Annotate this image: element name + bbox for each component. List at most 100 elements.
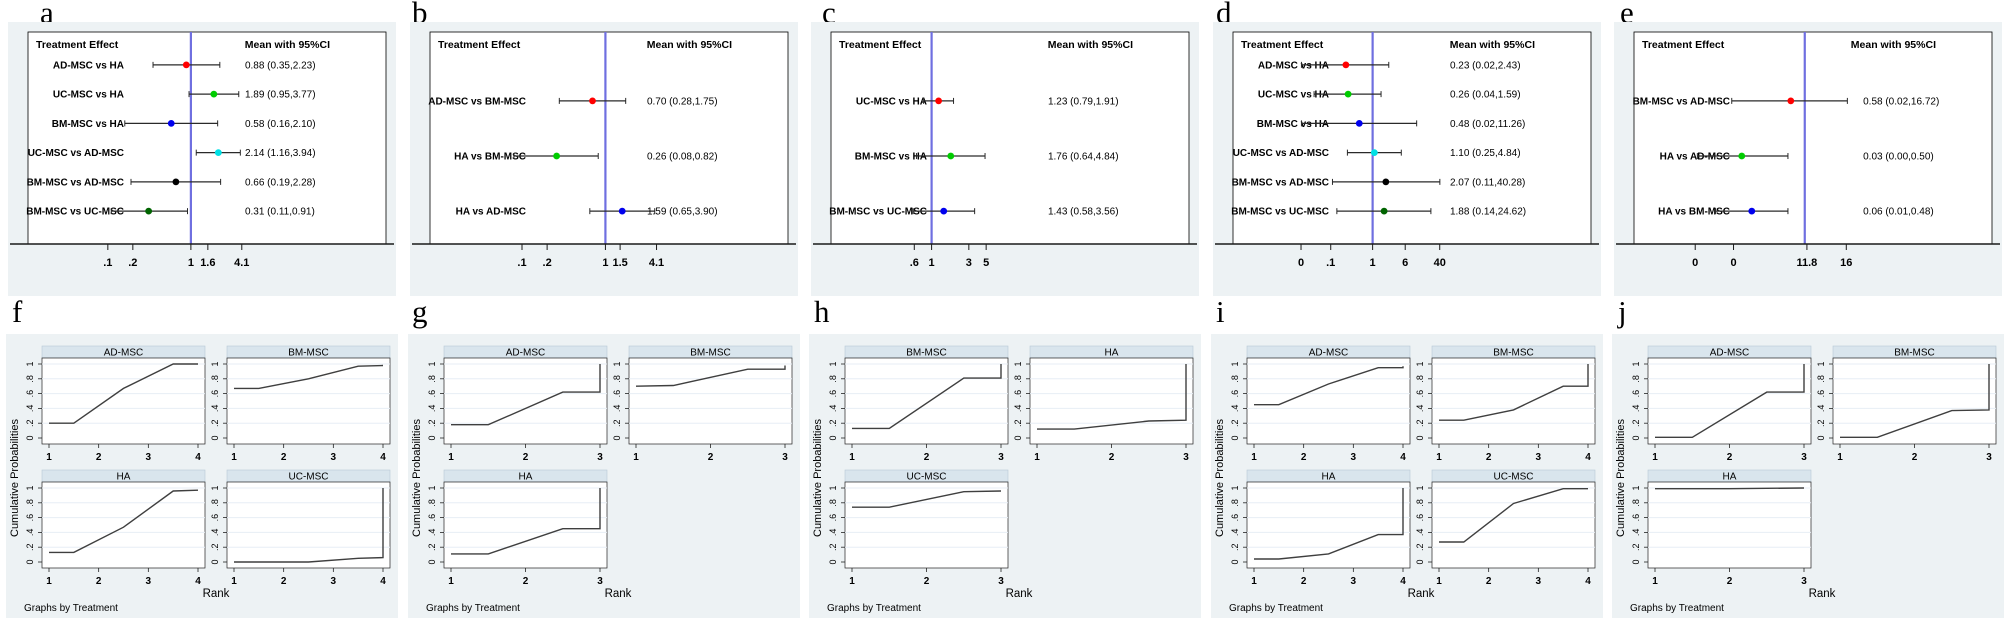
subplot-ha: HA 0 .2 .4 .6 .8 1 1 2 3 <box>427 469 608 587</box>
mean-dot <box>589 97 596 105</box>
forest-row: BM-MSC vs AD-MSC 0.66 (0.19,2.28) <box>27 177 316 188</box>
mean-ci-value: 0.66 (0.19,2.28) <box>245 177 316 188</box>
y-tick-label: 1 <box>1230 361 1240 366</box>
y-tick-label: .4 <box>612 405 622 413</box>
subplot-frame <box>1029 357 1194 445</box>
mean-dot <box>172 178 180 186</box>
subplot-frame <box>41 357 206 445</box>
plot-frame <box>830 31 1190 245</box>
forest-row: AD-MSC vs HA 0.23 (0.02,2.43) <box>1258 60 1521 71</box>
x-axis-tick-label: 40 <box>1434 257 1446 269</box>
y-tick-label: 1 <box>1415 361 1425 366</box>
mean-dot <box>1787 97 1795 105</box>
cumulative-line <box>1439 487 1588 543</box>
subplot-title: HA <box>519 472 533 483</box>
y-tick-label: .2 <box>25 419 35 427</box>
comparison-label: UC-MSC vs HA <box>1258 90 1329 101</box>
plot-frame <box>1232 31 1592 245</box>
comparison-label: BM-MSC vs AD-MSC <box>1232 177 1329 188</box>
forest-row: HA vs BM-MSC 0.26 (0.08,0.82) <box>454 152 717 163</box>
forest-row: BM-MSC vs HA 1.76 (0.64,4.84) <box>855 152 1119 163</box>
subplot-title: AD-MSC <box>506 348 545 359</box>
subplot-title: HA <box>1723 472 1737 483</box>
x-axis-tick-label: 1 <box>602 257 608 269</box>
x-tick-label: 3 <box>597 452 603 463</box>
y-tick-label: 1 <box>1230 485 1240 490</box>
cumulative-plot-h: Cumulative Probabilities BM-MSC 0 .2 .4 .6 .8 1… <box>809 334 1201 618</box>
x-tick-label: 2 <box>523 576 529 587</box>
subplot-ad-msc: AD-MSC 0 .2 .4 .6 .8 1 1 2 3 <box>427 345 608 463</box>
forest-row: UC-MSC vs HA 0.26 (0.04,1.59) <box>1258 90 1521 101</box>
y-tick-label: .6 <box>1415 514 1425 522</box>
mean-dot <box>947 152 955 160</box>
subplot-title: UC-MSC <box>289 472 329 483</box>
x-axis-tick-label: .1 <box>1326 257 1335 269</box>
x-tick-label: 1 <box>1436 452 1442 463</box>
y-tick-label: .8 <box>828 375 838 383</box>
mean-dot <box>1370 149 1378 157</box>
x-axis-title: Rank <box>605 588 632 600</box>
subplot-ha: HA 0 .2 .4 .6 .8 1 1 2 3 4 <box>1230 469 1411 587</box>
y-tick-label: 1 <box>612 361 622 366</box>
y-tick-label: 0 <box>1230 435 1240 440</box>
mean-ci-value: 0.03 (0.00,0.50) <box>1863 152 1934 163</box>
forest-row: AD-MSC vs BM-MSC 0.70 (0.28,1.75) <box>428 96 717 107</box>
comparison-label: UC-MSC vs HA <box>53 90 124 101</box>
y-tick-label: .8 <box>1415 375 1425 383</box>
forest-row: HA vs AD-MSC 0.03 (0.00,0.50) <box>1660 152 1934 163</box>
panel-letter-e: e <box>1620 0 1634 30</box>
mean-ci-value: 0.58 (0.02,16.72) <box>1863 96 1939 107</box>
mean-dot <box>145 207 153 215</box>
y-tick-label: .8 <box>25 375 35 383</box>
x-tick-label: 1 <box>1837 452 1843 463</box>
y-tick-label: .4 <box>1631 405 1641 413</box>
y-tick-label: .6 <box>427 514 437 522</box>
x-axis-tick-label: 5 <box>983 257 989 269</box>
mean-dot <box>1738 152 1746 160</box>
x-axis-tick-label: 3 <box>966 257 972 269</box>
comparison-label: AD-MSC vs HA <box>53 60 124 71</box>
cumulative-plot-g: Cumulative Probabilities AD-MSC 0 .2 .4 .6 .8 1… <box>408 334 800 618</box>
y-tick-label: 0 <box>210 435 220 440</box>
subplot-frame <box>443 481 608 569</box>
cumulative-line <box>1037 364 1187 430</box>
mean-ci-value: 1.59 (0.65,3.90) <box>647 207 718 218</box>
x-tick-label: 1 <box>633 452 639 463</box>
subplot-title: AD-MSC <box>104 348 143 359</box>
forest-row: UC-MSC vs HA 1.89 (0.95,3.77) <box>53 90 316 101</box>
y-tick-label: 0 <box>1631 559 1641 564</box>
comparison-label: BM-MSC vs HA <box>52 119 124 130</box>
x-axis-tick-label: 1.5 <box>612 257 627 269</box>
subplot-frame <box>628 357 793 445</box>
y-tick-label: 0 <box>828 559 838 564</box>
panel-letter-c: c <box>822 0 836 30</box>
x-tick-label: 4 <box>1585 452 1591 463</box>
subplot-bm-msc: BM-MSC 0 .2 .4 .6 .8 1 1 2 3 4 <box>1415 345 1596 463</box>
x-tick-label: 1 <box>46 576 52 587</box>
y-tick-label: .8 <box>1631 499 1641 507</box>
mean-ci-value: 0.48 (0.02,11.26) <box>1450 119 1525 130</box>
y-tick-label: .2 <box>1230 543 1240 551</box>
x-tick-label: 3 <box>1986 452 1992 463</box>
y-tick-label: 1 <box>427 361 437 366</box>
cumulative-line <box>852 364 1002 430</box>
x-tick-label: 2 <box>1727 576 1733 587</box>
mean-dot <box>1342 61 1350 69</box>
subplot-frame <box>1647 357 1812 445</box>
mean-ci-value: 0.70 (0.28,1.75) <box>647 96 718 107</box>
comparison-label: UC-MSC vs HA <box>856 96 927 107</box>
x-axis-tick-label: 1 <box>188 257 194 269</box>
mean-dot <box>1344 90 1352 98</box>
y-axis-title: Cumulative Probabilities <box>411 419 423 537</box>
x-axis-tick-label: 4.1 <box>234 257 249 269</box>
forest-row: AD-MSC vs HA 0.88 (0.35,2.23) <box>53 60 316 71</box>
x-axis-tick-label: 0 <box>1730 257 1736 269</box>
subplot-frame <box>1246 357 1411 445</box>
treatment-effect-header: Treatment Effect <box>36 39 119 51</box>
y-tick-label: .2 <box>25 543 35 551</box>
cumulative-line <box>1439 364 1589 421</box>
x-tick-label: 2 <box>96 452 102 463</box>
mean-ci-value: 1.43 (0.58,3.56) <box>1048 207 1119 218</box>
y-tick-label: 0 <box>427 559 437 564</box>
x-axis-tick-label: .6 <box>910 257 919 269</box>
